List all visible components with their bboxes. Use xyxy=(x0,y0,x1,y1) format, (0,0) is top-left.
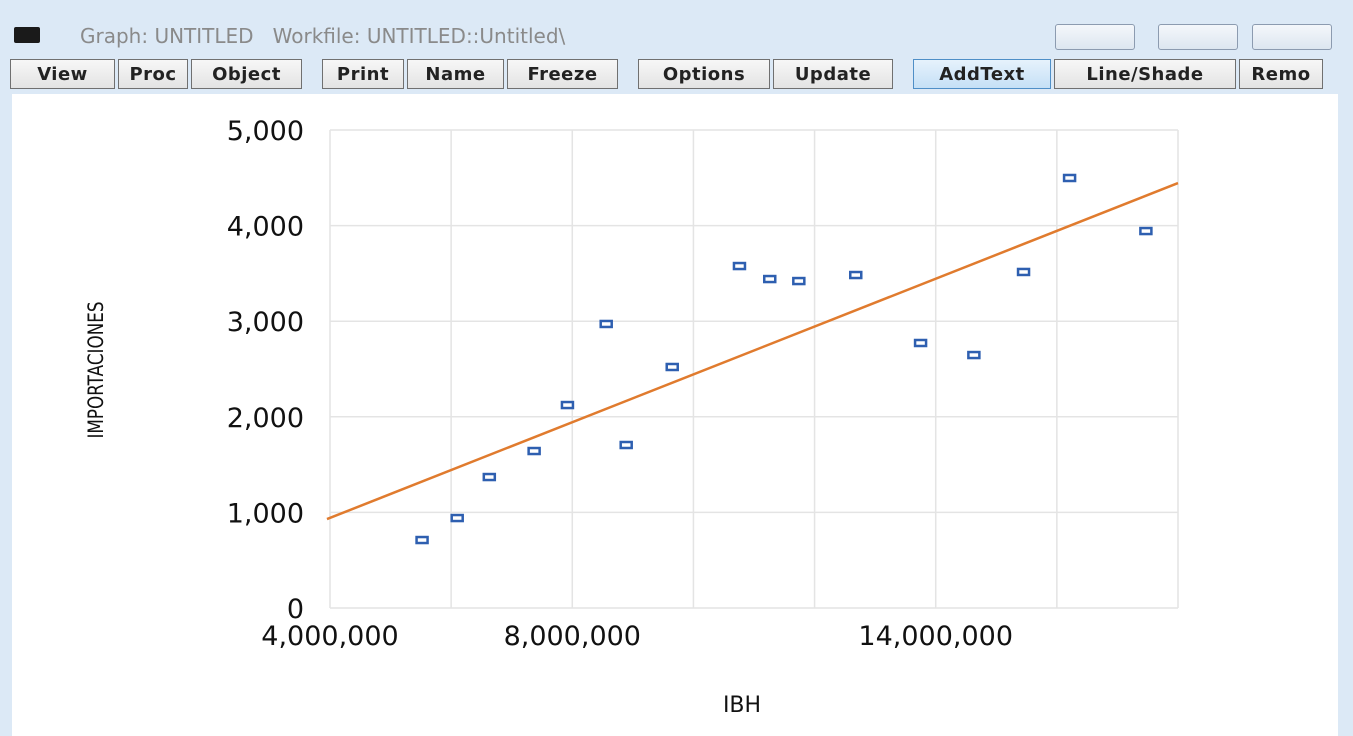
scatter-point xyxy=(619,440,633,450)
toolbar-button[interactable]: Name xyxy=(407,59,504,89)
toolbar-button[interactable]: Proc xyxy=(118,59,188,89)
toolbar-button[interactable]: Options xyxy=(638,59,770,89)
scatter-point xyxy=(1062,173,1077,183)
scatter-point xyxy=(913,338,928,348)
scatter-point xyxy=(482,472,497,482)
toolbar-button[interactable]: Object xyxy=(191,59,302,89)
y-tick-label: 4,000 xyxy=(227,212,304,243)
scatter-point xyxy=(665,362,679,372)
scatter-point xyxy=(415,535,429,545)
toolbar-button[interactable]: AddText xyxy=(913,59,1051,89)
plot-background xyxy=(12,94,1338,736)
y-tick-label: 3,000 xyxy=(227,307,304,338)
scatter-point xyxy=(560,400,575,410)
y-tick-label: 0 xyxy=(287,594,304,625)
x-tick-label: 8,000,000 xyxy=(504,621,641,652)
scatter-point xyxy=(762,274,777,284)
maximize-button[interactable] xyxy=(1158,24,1238,50)
toolbar-button[interactable]: View xyxy=(10,59,115,89)
scatter-point xyxy=(732,261,747,271)
y-tick-label: 5,000 xyxy=(227,116,304,147)
x-axis-label: IBH xyxy=(723,693,761,718)
x-tick-label: 14,000,000 xyxy=(858,621,1013,652)
toolbar-button[interactable]: Print xyxy=(322,59,404,89)
app-icon xyxy=(14,27,40,43)
scatter-point xyxy=(792,276,806,286)
scatter-point xyxy=(967,350,981,360)
y-tick-label: 2,000 xyxy=(227,403,304,434)
toolbar-button[interactable]: Remo xyxy=(1239,59,1323,89)
scatter-point xyxy=(1016,267,1031,277)
y-tick-label: 1,000 xyxy=(227,498,304,529)
chart: 0 1,000 2,000 3,000 4,000 5,000 4,000,000 8,000… xyxy=(12,94,1338,736)
y-axis-label: IMPORTACIONES xyxy=(84,301,108,438)
scatter-point xyxy=(599,319,613,329)
close-button[interactable] xyxy=(1252,24,1332,50)
toolbar-button[interactable]: Update xyxy=(773,59,893,89)
scatter-point xyxy=(527,446,541,456)
scatter-point xyxy=(849,270,863,280)
toolbar-button[interactable]: Freeze xyxy=(507,59,618,89)
fit-line xyxy=(326,181,1179,521)
x-tick-label: 4,000,000 xyxy=(261,621,398,652)
window-title: Graph: UNTITLED Workfile: UNTITLED::Unti… xyxy=(80,24,566,48)
scatter-point xyxy=(1139,226,1153,236)
toolbar: View Proc Object Print Name Freeze Options Upda… xyxy=(10,59,1326,89)
minimize-button[interactable] xyxy=(1055,24,1135,50)
scatter-point xyxy=(450,513,464,523)
toolbar-button[interactable]: Line/Shade xyxy=(1054,59,1236,89)
